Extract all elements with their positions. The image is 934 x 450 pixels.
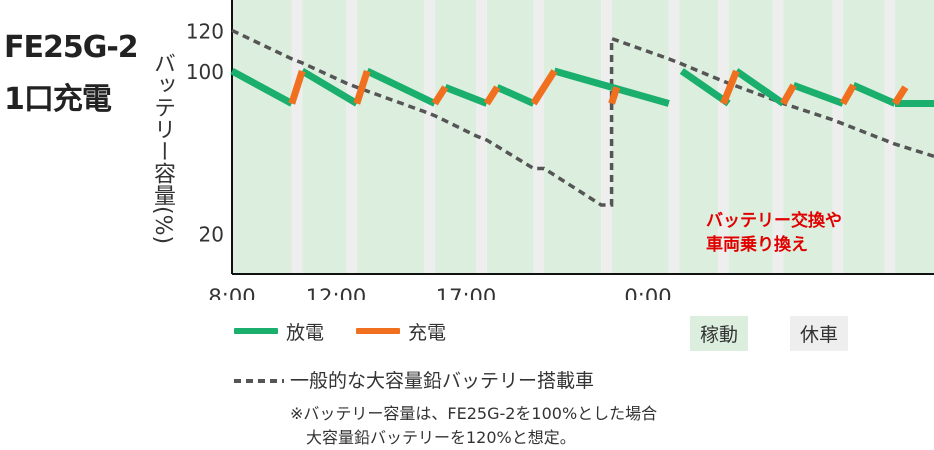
rest-band <box>718 0 729 274</box>
title-charging-mode: 1口充電 <box>4 82 112 117</box>
x-tick-label: 17:00 <box>436 285 497 300</box>
rest-band <box>346 0 357 274</box>
lead-battery-line <box>231 28 934 207</box>
operating-band <box>356 0 425 274</box>
charge-segment <box>780 83 797 106</box>
y-tick-label: 20 <box>199 222 224 246</box>
operating-band <box>486 0 534 274</box>
rest-band <box>832 0 843 274</box>
legend-lead-label: 一般的な大容量鉛バッテリー搭載車 <box>290 370 595 392</box>
discharge-segment <box>230 67 294 107</box>
operating-band <box>434 0 477 274</box>
y-tick-label: 100 <box>186 60 224 84</box>
operating-band <box>302 0 347 274</box>
legend-discharge-swatch <box>234 328 278 334</box>
legend-operating-box: 稼動 <box>690 316 749 351</box>
operating-band <box>544 0 602 274</box>
discharge-segment <box>679 68 731 107</box>
footnote-line-1: ※バッテリー容量は、FE25G-2を100%とした場合 <box>290 404 658 423</box>
discharge-segment <box>495 84 536 107</box>
x-tick-label: 12:00 <box>306 285 367 300</box>
legend-rest-box: 休車 <box>790 316 849 351</box>
rest-band <box>424 0 435 274</box>
operating-band <box>895 0 934 274</box>
operating-band <box>232 0 292 274</box>
operating-band <box>679 0 719 274</box>
discharge-segment <box>734 68 786 107</box>
annotation-text: 車両乗り換え <box>706 234 808 255</box>
operating-band <box>843 0 885 274</box>
y-tick-label: 120 <box>186 19 224 43</box>
discharge-segment <box>792 81 845 107</box>
legend-discharge-label: 放電 <box>286 322 325 344</box>
operating-band <box>783 0 833 274</box>
charge-segment <box>839 83 857 106</box>
title-model: FE25G-2 <box>4 30 139 65</box>
discharge-segment <box>365 67 437 107</box>
charge-segment <box>892 85 909 106</box>
charge-segment <box>530 69 558 106</box>
rest-band <box>291 0 303 274</box>
charge-segment <box>353 69 371 105</box>
rest-band <box>476 0 487 274</box>
operating-band <box>728 0 773 274</box>
rest-band <box>533 0 544 274</box>
rest-band <box>668 0 680 274</box>
x-tick-label: 8:00 <box>208 285 255 300</box>
y-axis-label: バッテリー容量(%) <box>150 52 175 245</box>
rest-band <box>884 0 895 274</box>
discharge-segment <box>443 84 489 107</box>
charge-segment <box>720 69 740 105</box>
discharge-segment <box>851 82 897 107</box>
rest-band <box>601 0 612 274</box>
legend-lead-swatch <box>234 379 284 383</box>
charge-segment <box>608 86 621 105</box>
charge-segment <box>483 85 501 106</box>
charge-segment <box>431 85 449 106</box>
footnote-line-2: 大容量鉛バッテリーを120%と想定。 <box>306 428 576 447</box>
annotation-text: バッテリー交換や <box>706 210 842 231</box>
discharge-segment <box>610 83 670 107</box>
discharge-segment <box>300 68 359 107</box>
rest-band <box>772 0 784 274</box>
discharge-segment <box>553 67 613 91</box>
legend-charge-label: 充電 <box>408 322 447 344</box>
operating-band <box>611 0 669 274</box>
charge-segment <box>288 69 306 105</box>
x-tick-label: 0:00 <box>624 285 671 300</box>
legend-charge-swatch <box>356 328 400 334</box>
